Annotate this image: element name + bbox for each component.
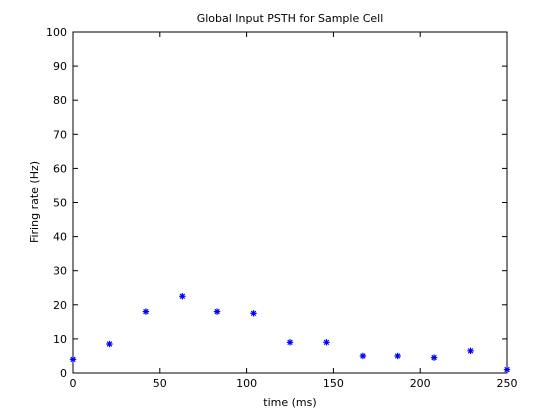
x-tick-label: 50 — [153, 377, 167, 390]
y-axis-label: Firing rate (Hz) — [28, 161, 41, 243]
data-point — [431, 354, 437, 360]
data-point — [504, 366, 510, 372]
x-tick-label: 150 — [323, 377, 344, 390]
data-point — [360, 353, 366, 359]
data-point — [214, 308, 220, 314]
data-point — [323, 339, 329, 345]
x-tick-label: 100 — [236, 377, 257, 390]
y-tick-label: 30 — [53, 265, 67, 278]
data-point — [106, 341, 112, 347]
y-tick-label: 40 — [53, 231, 67, 244]
y-tick-label: 50 — [53, 197, 67, 210]
data-point — [394, 353, 400, 359]
plot-area — [73, 32, 507, 373]
x-axis-label: time (ms) — [263, 396, 316, 409]
x-tick-label: 250 — [497, 377, 518, 390]
data-point — [467, 348, 473, 354]
chart-title: Global Input PSTH for Sample Cell — [197, 12, 384, 25]
y-tick-label: 0 — [60, 367, 67, 380]
data-point — [70, 356, 76, 362]
y-tick-label: 100 — [46, 26, 67, 39]
x-tick-label: 200 — [410, 377, 431, 390]
data-point — [143, 308, 149, 314]
x-tick-label: 0 — [70, 377, 77, 390]
data-point — [287, 339, 293, 345]
y-tick-label: 10 — [53, 333, 67, 346]
y-tick-label: 20 — [53, 299, 67, 312]
data-point — [250, 310, 256, 316]
data-point — [179, 293, 185, 299]
y-tick-label: 80 — [53, 94, 67, 107]
y-tick-label: 60 — [53, 162, 67, 175]
y-tick-label: 90 — [53, 60, 67, 73]
y-tick-label: 70 — [53, 128, 67, 141]
